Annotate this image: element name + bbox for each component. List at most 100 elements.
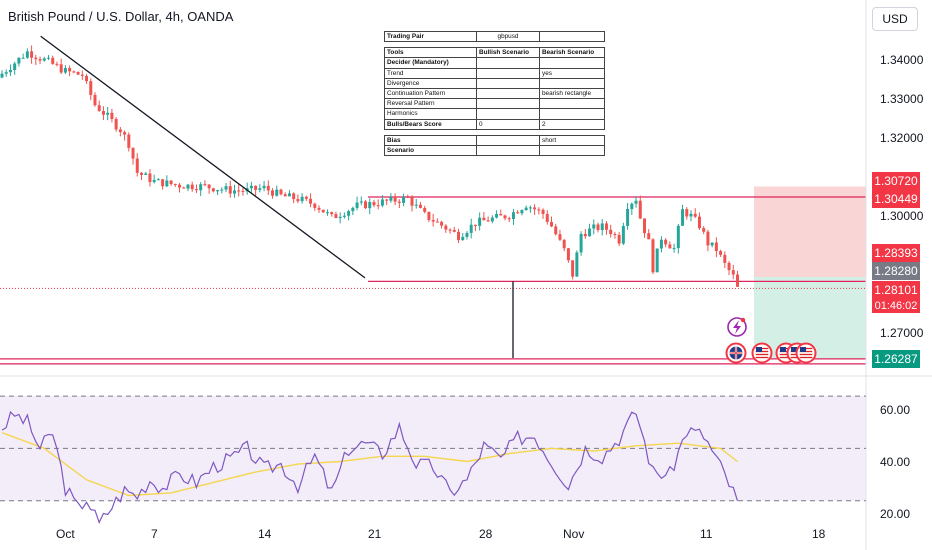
- candle-body: [503, 215, 507, 219]
- candle-body: [287, 193, 291, 197]
- candle-body: [664, 239, 668, 245]
- candle-body: [579, 233, 583, 253]
- candle-body: [735, 274, 739, 287]
- candle-body: [545, 213, 549, 222]
- candle-body: [651, 239, 655, 273]
- table-cell: [476, 144, 540, 157]
- stop-loss-zone: [754, 186, 866, 277]
- candle-body: [254, 185, 258, 190]
- candle-body: [292, 193, 296, 200]
- table-row: Tools Bullish Scenario Bearish Scenario: [384, 47, 605, 59]
- candle-body: [448, 229, 452, 231]
- table-cell: [476, 67, 540, 79]
- candle-body: [342, 215, 346, 217]
- candle-body: [220, 189, 224, 191]
- table-cell: [476, 134, 540, 146]
- candle-body: [507, 218, 511, 220]
- candle-body: [13, 63, 17, 70]
- candle-body: [418, 204, 422, 208]
- table-header: Bullish Scenario: [476, 47, 540, 59]
- candle-body: [309, 198, 313, 204]
- candle-body: [123, 132, 127, 135]
- candle-body: [135, 158, 139, 173]
- candle-body: [376, 205, 380, 207]
- candle-body: [34, 57, 38, 60]
- candles: [0, 45, 739, 288]
- candle-body: [271, 190, 275, 196]
- price-tick: 1.33000: [880, 92, 924, 106]
- candle-body: [410, 197, 414, 206]
- table-cell: [476, 98, 540, 110]
- table-row: Bulls/Bears Score 0 2: [384, 118, 605, 130]
- price-tick: 1.34000: [880, 53, 924, 67]
- candle-body: [110, 112, 114, 119]
- candle-body: [169, 180, 173, 185]
- table-cell: [539, 144, 605, 157]
- candle-body: [186, 184, 190, 189]
- table-cell: [539, 98, 605, 110]
- candle-body: [495, 214, 499, 218]
- table-cell: short: [539, 134, 605, 146]
- candle-body: [152, 180, 156, 183]
- rsi-line: [1, 410, 739, 524]
- candle-body: [279, 189, 283, 195]
- candle-body: [621, 225, 625, 244]
- candle-body: [30, 51, 34, 58]
- candle-body: [520, 210, 524, 214]
- candle-body: [571, 260, 575, 277]
- candle-body: [452, 230, 456, 232]
- candle-body: [42, 58, 46, 61]
- table-row: Trend yes: [384, 67, 605, 79]
- candle-body: [693, 213, 697, 217]
- candle-body: [414, 204, 418, 206]
- candle-body: [528, 207, 532, 209]
- table-cell: gbpusd: [476, 30, 540, 43]
- candle-body: [351, 207, 355, 212]
- candle-body: [600, 223, 604, 230]
- candle-body: [617, 234, 621, 244]
- candle-body: [380, 199, 384, 206]
- candle-body: [114, 118, 118, 130]
- candle-body: [211, 188, 215, 192]
- candle-body: [630, 203, 634, 209]
- candle-body: [51, 57, 55, 64]
- candle-body: [676, 225, 680, 249]
- table-cell: [539, 57, 605, 69]
- table-cell: Divergence: [384, 77, 477, 89]
- currency-button[interactable]: USD: [872, 7, 918, 31]
- analysis-table: Trading Pair gbpusd Tools Bullish Scenar…: [384, 30, 605, 157]
- alert-dot-icon: [740, 317, 746, 323]
- candle-body: [583, 233, 587, 237]
- candle-body: [482, 217, 486, 221]
- candle-body: [262, 185, 266, 189]
- time-tick: Nov: [563, 527, 585, 541]
- candle-body: [389, 196, 393, 201]
- candle-body: [161, 179, 165, 187]
- time-tick: 7: [151, 527, 158, 541]
- candle-body: [224, 186, 228, 190]
- candle-body: [334, 214, 338, 218]
- table-header: Bearish Scenario: [539, 47, 605, 59]
- candle-body: [17, 57, 21, 64]
- candle-body: [499, 214, 503, 216]
- time-tick: 28: [479, 527, 493, 541]
- candle-body: [596, 224, 600, 230]
- candle-body: [554, 226, 558, 235]
- candle-body: [511, 212, 515, 220]
- candle-body: [469, 224, 473, 233]
- candle-body: [258, 188, 262, 190]
- candle-body: [97, 105, 101, 112]
- candle-body: [139, 172, 143, 175]
- candle-body: [178, 184, 182, 188]
- candle-body: [613, 234, 617, 236]
- candle-body: [727, 262, 731, 271]
- candle-body: [249, 185, 253, 189]
- table-cell: Continuation Pattern: [384, 87, 477, 100]
- candle-body: [165, 180, 169, 187]
- table-cell: 0: [476, 118, 540, 130]
- candle-body: [592, 224, 596, 229]
- price-tick: 1.32000: [880, 131, 924, 145]
- candle-body: [604, 223, 608, 230]
- price-tick: 1.30000: [880, 209, 924, 223]
